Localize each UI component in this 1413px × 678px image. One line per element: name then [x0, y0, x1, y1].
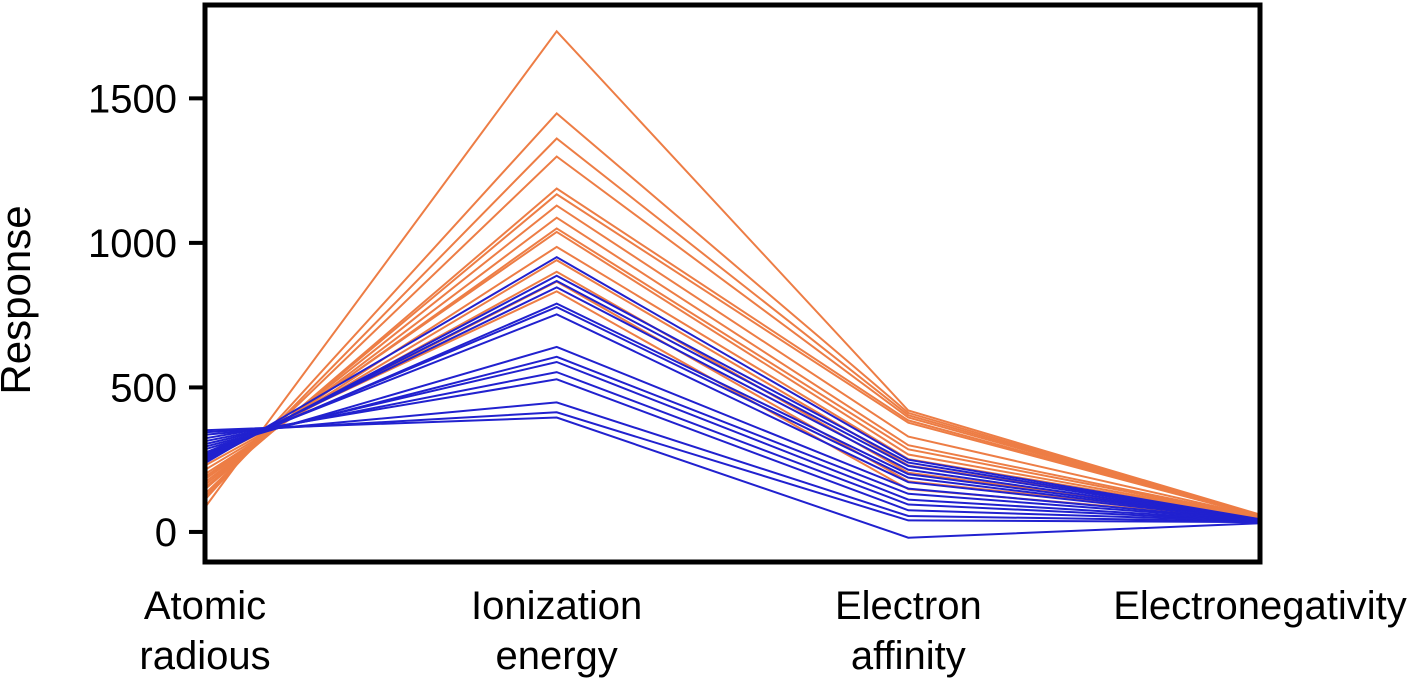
y-tick-label: 1500	[88, 77, 177, 121]
series-line-orange-group	[204, 193, 1261, 518]
series-line-orange-group	[204, 29, 1261, 516]
plot-frame	[202, 2, 1263, 565]
x-axis-label: Electronegativity	[1113, 584, 1406, 628]
x-axis-label: Ionization energy	[471, 584, 642, 678]
series-line-blue-group	[204, 378, 1261, 522]
y-tick-label: 0	[155, 511, 177, 555]
series-line-orange-group	[204, 155, 1261, 517]
series-line-orange-group	[204, 204, 1261, 518]
series-line-blue-group	[204, 345, 1261, 522]
series-line-blue-group	[204, 371, 1261, 522]
series-line-blue-group	[204, 355, 1261, 522]
series-line-blue-group	[204, 411, 1261, 524]
series-line-blue-group	[204, 279, 1261, 521]
series-line-blue-group	[204, 286, 1261, 521]
series-line-blue-group	[204, 255, 1261, 521]
series-line-blue-group	[204, 313, 1261, 522]
series-line-orange-group	[204, 216, 1261, 518]
series-line-blue-group	[204, 274, 1261, 521]
series-line-blue-group	[204, 416, 1261, 539]
y-tick-label: 500	[110, 366, 177, 410]
y-tick-label: 1000	[88, 222, 177, 266]
y-axis-label: Response	[0, 205, 39, 394]
series-line-orange-group	[204, 230, 1261, 519]
series-line-blue-group	[204, 360, 1261, 522]
x-axis-label: Atomic radious	[139, 584, 270, 678]
series-line-orange-group	[204, 280, 1261, 520]
series-line-orange-group	[204, 187, 1261, 517]
series-line-blue-group	[204, 401, 1261, 523]
series-line-orange-group	[204, 112, 1261, 517]
x-axis-label: Electron affinity	[835, 584, 982, 678]
series-line-blue-group	[204, 306, 1261, 522]
series-line-orange-group	[204, 137, 1261, 517]
